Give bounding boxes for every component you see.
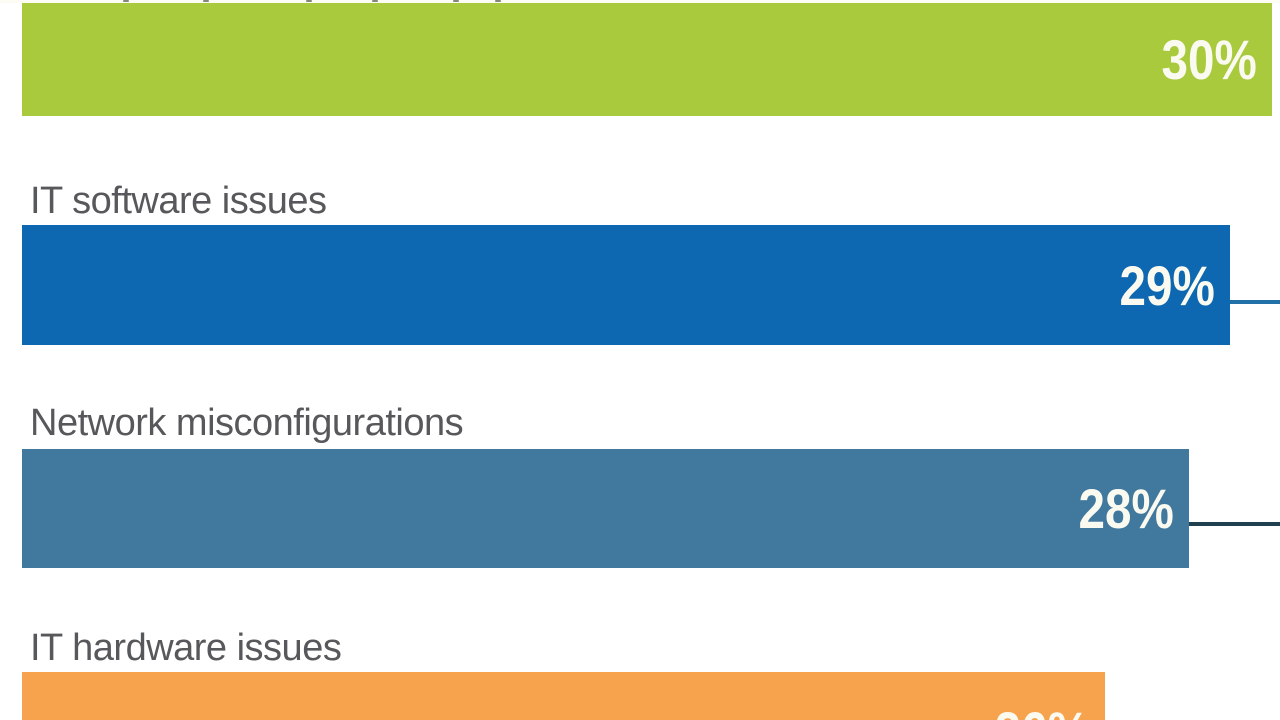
category-label: Network misconfigurations [30,402,464,444]
category-label: IT software issues [30,180,327,222]
leader-line [1230,300,1280,304]
category-label: IT hardware issues [30,627,342,669]
leader-line [1189,522,1280,526]
cropped-text-descender [123,0,129,2]
bar-value-label: 26% [994,699,1105,720]
cropped-text-descender [306,0,312,2]
bar-value-label: 29% [1119,253,1215,317]
cropped-label-remnant [0,0,1280,3]
bar-value-label: 28% [1078,477,1174,540]
bar-value-label: 30% [1161,28,1257,91]
bar-segment: 29% [22,225,1230,345]
cropped-text-descender [203,0,209,2]
bar-segment: 26% [22,672,1105,720]
bar-segment: 30% [22,3,1272,116]
cropped-text-descender [372,0,378,2]
cropped-text-descender [453,0,459,2]
cropped-text-descender [495,0,501,2]
bar-segment: 28% [22,449,1189,568]
